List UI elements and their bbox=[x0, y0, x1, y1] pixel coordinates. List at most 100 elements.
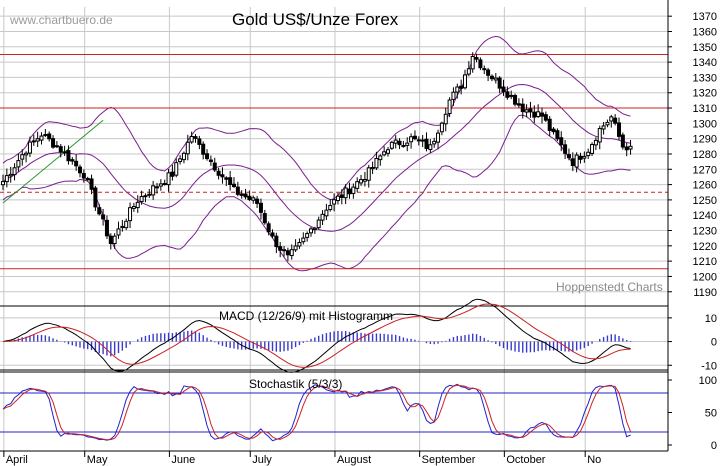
candle-body bbox=[216, 170, 221, 176]
candle-body bbox=[78, 166, 82, 174]
candle-body bbox=[208, 159, 213, 163]
candle-body bbox=[405, 142, 410, 146]
candle-body bbox=[243, 193, 248, 198]
price-tick-label: 1280 bbox=[693, 149, 717, 161]
candle-body bbox=[174, 162, 179, 176]
candle-body bbox=[424, 138, 429, 149]
candle-body bbox=[20, 154, 25, 160]
candle-body bbox=[620, 134, 625, 148]
candles bbox=[1, 52, 633, 262]
candle-body bbox=[613, 117, 618, 124]
candle-body bbox=[439, 122, 444, 133]
candle-body bbox=[316, 219, 321, 229]
candle-body bbox=[193, 136, 198, 139]
candle-body bbox=[220, 174, 225, 178]
candle-body bbox=[528, 108, 533, 113]
candle-body bbox=[47, 133, 52, 140]
candle-body bbox=[278, 246, 283, 251]
candle-body bbox=[493, 77, 498, 81]
trendline bbox=[2, 119, 104, 204]
price-tick-label: 1250 bbox=[693, 195, 717, 207]
candle-body bbox=[43, 134, 48, 137]
source-credit: Hoppenstedt Charts bbox=[556, 280, 663, 294]
candle-body bbox=[201, 143, 206, 155]
candle-body bbox=[282, 249, 287, 252]
candle-body bbox=[228, 177, 233, 185]
candle-body bbox=[389, 141, 394, 149]
candle-body bbox=[420, 139, 425, 142]
candle-body bbox=[104, 219, 109, 237]
candle-body bbox=[609, 116, 614, 122]
candle-body bbox=[101, 214, 106, 220]
candle-body bbox=[212, 162, 217, 171]
candle-body bbox=[285, 250, 290, 256]
candle-body bbox=[343, 187, 348, 199]
candle-body bbox=[131, 206, 136, 209]
price-tick-label: 1200 bbox=[693, 271, 717, 283]
candle-body bbox=[412, 135, 417, 140]
month-label: No bbox=[587, 454, 601, 466]
macd-title: MACD (12/26/9) mit Histogramm bbox=[219, 309, 393, 323]
candle-body bbox=[339, 194, 344, 198]
candle-body bbox=[328, 204, 333, 211]
price-tick-label: 1210 bbox=[693, 256, 717, 268]
candle-body bbox=[189, 136, 194, 143]
candle-body bbox=[143, 195, 148, 198]
candle-body bbox=[120, 225, 125, 229]
price-tick-label: 1220 bbox=[693, 241, 717, 253]
stochastic-panel bbox=[0, 383, 668, 442]
price-tick-label: 1330 bbox=[693, 72, 717, 84]
month-label: October bbox=[506, 454, 545, 466]
candle-body bbox=[289, 249, 294, 257]
candle-body bbox=[593, 139, 598, 146]
candle-body bbox=[266, 223, 271, 233]
month-label: April bbox=[6, 454, 28, 466]
price-tick-label: 1240 bbox=[693, 210, 717, 222]
candle-body bbox=[586, 151, 591, 157]
candle-body bbox=[578, 155, 583, 160]
chart-title: Gold US$/Unze Forex bbox=[232, 10, 399, 29]
candle-body bbox=[270, 232, 275, 237]
candle-body bbox=[39, 135, 44, 141]
candle-body bbox=[62, 151, 67, 154]
candle-body bbox=[601, 125, 606, 130]
candle-body bbox=[463, 74, 467, 89]
stochastic-d-line bbox=[2, 384, 632, 441]
candle-body bbox=[147, 193, 152, 196]
candle-body bbox=[582, 155, 587, 159]
candle-body bbox=[166, 172, 171, 186]
candle-body bbox=[516, 103, 521, 106]
price-tick-label: 1270 bbox=[693, 164, 717, 176]
price-tick-label: 1230 bbox=[693, 226, 717, 238]
candle-body bbox=[559, 137, 564, 146]
candle-body bbox=[520, 103, 525, 113]
candle-body bbox=[547, 118, 552, 131]
price-tick-label: 1290 bbox=[693, 134, 717, 146]
candle-body bbox=[128, 207, 133, 222]
candle-body bbox=[478, 59, 483, 69]
month-label: June bbox=[171, 454, 195, 466]
candle-body bbox=[505, 91, 510, 98]
candle-body bbox=[332, 199, 337, 205]
candle-body bbox=[378, 155, 383, 161]
month-label: August bbox=[337, 454, 371, 466]
candle-body bbox=[16, 160, 21, 168]
month-label: July bbox=[252, 454, 272, 466]
candle-body bbox=[247, 195, 252, 200]
candle-body bbox=[447, 99, 452, 114]
candle-body bbox=[416, 139, 421, 142]
macd-tick-label: 10 bbox=[705, 313, 717, 325]
candle-body bbox=[617, 122, 621, 137]
candle-body bbox=[251, 197, 256, 201]
price-tick-label: 1340 bbox=[693, 57, 717, 69]
candle-body bbox=[301, 237, 306, 243]
candle-body bbox=[436, 132, 441, 143]
candle-body bbox=[116, 228, 121, 236]
candle-body bbox=[54, 145, 59, 148]
candle-body bbox=[58, 146, 63, 153]
candle-body bbox=[355, 181, 360, 189]
candle-body bbox=[258, 202, 263, 213]
bollinger-middle bbox=[2, 83, 631, 232]
